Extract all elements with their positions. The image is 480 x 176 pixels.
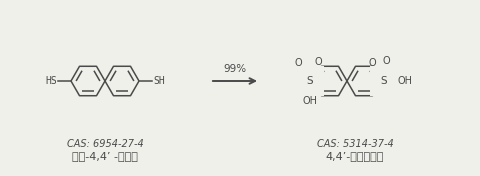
Text: OH: OH xyxy=(398,76,413,86)
Text: 4,4’-联苯二磺酸: 4,4’-联苯二磺酸 xyxy=(326,151,384,161)
Text: O: O xyxy=(382,56,390,66)
Text: OH: OH xyxy=(302,96,317,106)
Text: 联苯-4,4’ -二硫醇: 联苯-4,4’ -二硫醇 xyxy=(72,151,138,161)
Text: O: O xyxy=(368,58,376,68)
Text: 99%: 99% xyxy=(223,64,247,74)
Text: CAS: 5314-37-4: CAS: 5314-37-4 xyxy=(317,139,394,149)
Text: SH: SH xyxy=(153,76,165,86)
Text: S: S xyxy=(381,76,387,86)
Text: O: O xyxy=(294,58,302,68)
Text: O: O xyxy=(314,57,322,67)
Text: HS: HS xyxy=(45,76,57,86)
Text: S: S xyxy=(307,76,313,86)
Text: CAS: 6954-27-4: CAS: 6954-27-4 xyxy=(67,139,144,149)
